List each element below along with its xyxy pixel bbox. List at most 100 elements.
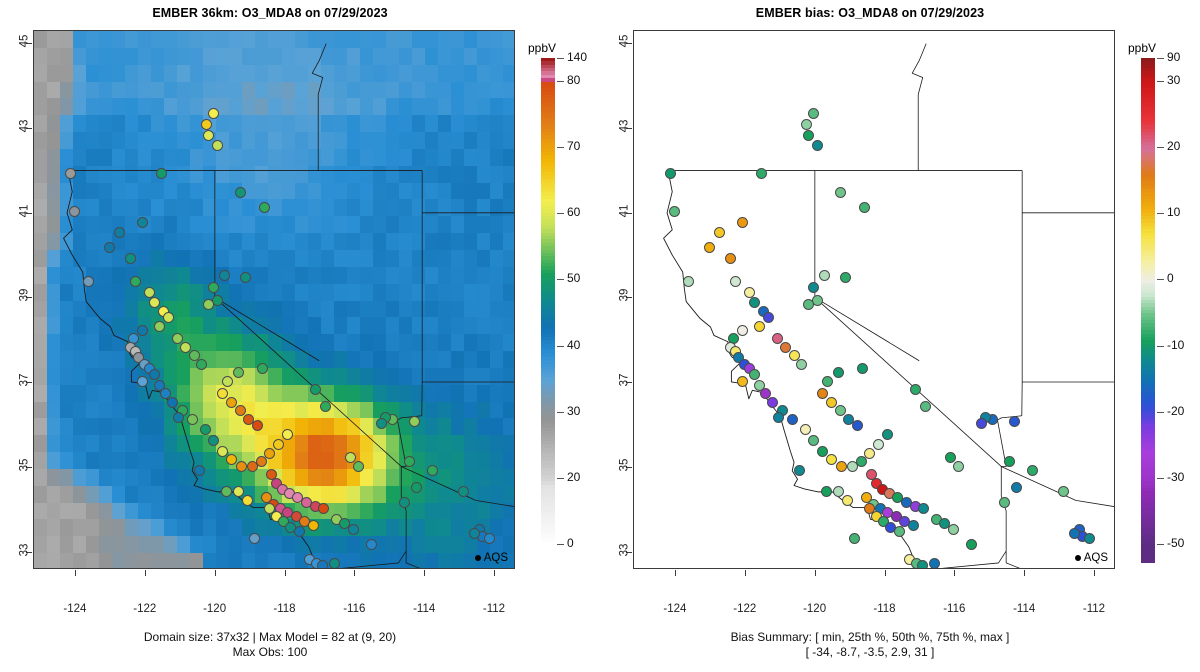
site-marker[interactable] bbox=[841, 494, 853, 506]
site-marker[interactable] bbox=[411, 481, 422, 493]
site-marker[interactable] bbox=[953, 460, 965, 472]
site-marker[interactable] bbox=[82, 275, 94, 287]
site-marker[interactable] bbox=[129, 275, 141, 287]
site-marker[interactable] bbox=[196, 358, 208, 370]
site-marker[interactable] bbox=[468, 528, 480, 540]
site-marker[interactable] bbox=[199, 424, 211, 436]
site-marker[interactable] bbox=[736, 375, 748, 387]
site-marker[interactable] bbox=[232, 367, 244, 379]
site-marker[interactable] bbox=[143, 286, 155, 298]
site-marker[interactable] bbox=[965, 539, 977, 550]
raster-cell bbox=[372, 351, 387, 369]
site-marker[interactable] bbox=[316, 560, 328, 568]
site-marker[interactable] bbox=[796, 358, 808, 370]
site-marker[interactable] bbox=[916, 560, 928, 568]
site-marker[interactable] bbox=[724, 252, 736, 264]
raster-cell bbox=[307, 300, 322, 318]
site-marker[interactable] bbox=[909, 384, 921, 396]
raster-cell bbox=[255, 266, 270, 285]
site-marker[interactable] bbox=[166, 396, 178, 408]
raster-cell bbox=[424, 216, 439, 234]
site-marker[interactable] bbox=[822, 375, 834, 387]
site-marker[interactable] bbox=[353, 460, 365, 472]
site-marker[interactable] bbox=[1068, 528, 1080, 540]
site-marker[interactable] bbox=[998, 496, 1010, 508]
site-marker[interactable] bbox=[832, 486, 844, 497]
site-marker[interactable] bbox=[239, 271, 251, 283]
site-marker[interactable] bbox=[65, 167, 77, 179]
site-marker[interactable] bbox=[484, 532, 496, 544]
site-marker[interactable] bbox=[825, 454, 837, 466]
site-marker[interactable] bbox=[682, 275, 694, 287]
site-marker[interactable] bbox=[756, 167, 767, 179]
site-marker[interactable] bbox=[848, 532, 860, 544]
site-marker[interactable] bbox=[743, 286, 755, 298]
site-marker[interactable] bbox=[1084, 532, 1096, 544]
site-marker[interactable] bbox=[703, 241, 715, 253]
site-marker[interactable] bbox=[799, 424, 811, 436]
site-marker[interactable] bbox=[754, 320, 766, 332]
site-marker[interactable] bbox=[248, 532, 260, 544]
site-marker[interactable] bbox=[665, 167, 677, 179]
site-marker[interactable] bbox=[163, 312, 174, 323]
site-marker[interactable] bbox=[763, 312, 774, 323]
site-marker[interactable] bbox=[736, 216, 748, 228]
site-marker[interactable] bbox=[203, 129, 215, 141]
raster-cell bbox=[294, 418, 309, 436]
site-marker[interactable] bbox=[136, 324, 148, 336]
site-marker[interactable] bbox=[307, 519, 319, 531]
site-marker[interactable] bbox=[839, 271, 851, 283]
site-marker[interactable] bbox=[668, 205, 680, 217]
site-marker[interactable] bbox=[225, 454, 237, 466]
site-marker[interactable] bbox=[232, 486, 244, 497]
raster-cell bbox=[359, 81, 374, 99]
bias-plot-area[interactable]: AQS bbox=[633, 30, 1115, 569]
site-marker[interactable] bbox=[881, 428, 893, 440]
site-marker[interactable] bbox=[124, 252, 136, 264]
site-marker[interactable] bbox=[859, 201, 870, 213]
site-marker[interactable] bbox=[259, 201, 270, 213]
site-marker[interactable] bbox=[426, 464, 438, 476]
site-marker[interactable] bbox=[820, 486, 832, 497]
site-marker[interactable] bbox=[832, 367, 844, 379]
site-marker[interactable] bbox=[156, 167, 167, 179]
site-marker[interactable] bbox=[811, 140, 823, 152]
site-marker[interactable] bbox=[218, 269, 230, 281]
site-marker[interactable] bbox=[136, 216, 148, 228]
site-marker[interactable] bbox=[803, 129, 815, 141]
site-marker[interactable] bbox=[729, 275, 741, 287]
site-marker[interactable] bbox=[398, 496, 410, 508]
site-marker[interactable] bbox=[766, 396, 778, 408]
site-marker[interactable] bbox=[241, 494, 253, 506]
site-marker[interactable] bbox=[211, 140, 223, 152]
site-marker[interactable] bbox=[68, 205, 80, 217]
raster-cell bbox=[112, 300, 126, 318]
raster-cell bbox=[190, 115, 204, 133]
site-marker[interactable] bbox=[281, 428, 293, 440]
model-plot-area[interactable]: AQS bbox=[33, 30, 515, 569]
x-tick-label: -124 bbox=[63, 603, 87, 615]
raster-cell bbox=[255, 98, 270, 116]
site-marker[interactable] bbox=[907, 519, 919, 531]
colorbar-tick-label: 60 bbox=[567, 205, 581, 220]
site-marker[interactable] bbox=[309, 384, 321, 396]
site-marker[interactable] bbox=[1026, 464, 1038, 476]
site-marker[interactable] bbox=[928, 558, 940, 568]
site-marker[interactable] bbox=[855, 456, 867, 468]
site-marker[interactable] bbox=[103, 241, 115, 253]
site-marker[interactable] bbox=[234, 186, 246, 198]
site-marker[interactable] bbox=[1011, 481, 1022, 493]
site-marker[interactable] bbox=[836, 460, 848, 472]
site-marker[interactable] bbox=[236, 460, 248, 472]
site-marker[interactable] bbox=[834, 186, 846, 198]
site-marker[interactable] bbox=[365, 539, 377, 550]
site-marker[interactable] bbox=[220, 486, 232, 497]
site-marker[interactable] bbox=[222, 375, 234, 387]
raster-cell bbox=[320, 367, 335, 386]
site-marker[interactable] bbox=[255, 456, 267, 468]
site-marker[interactable] bbox=[154, 320, 166, 332]
site-marker[interactable] bbox=[818, 269, 830, 281]
site-marker[interactable] bbox=[736, 324, 748, 336]
site-marker[interactable] bbox=[136, 375, 148, 387]
site-marker[interactable] bbox=[328, 558, 340, 568]
